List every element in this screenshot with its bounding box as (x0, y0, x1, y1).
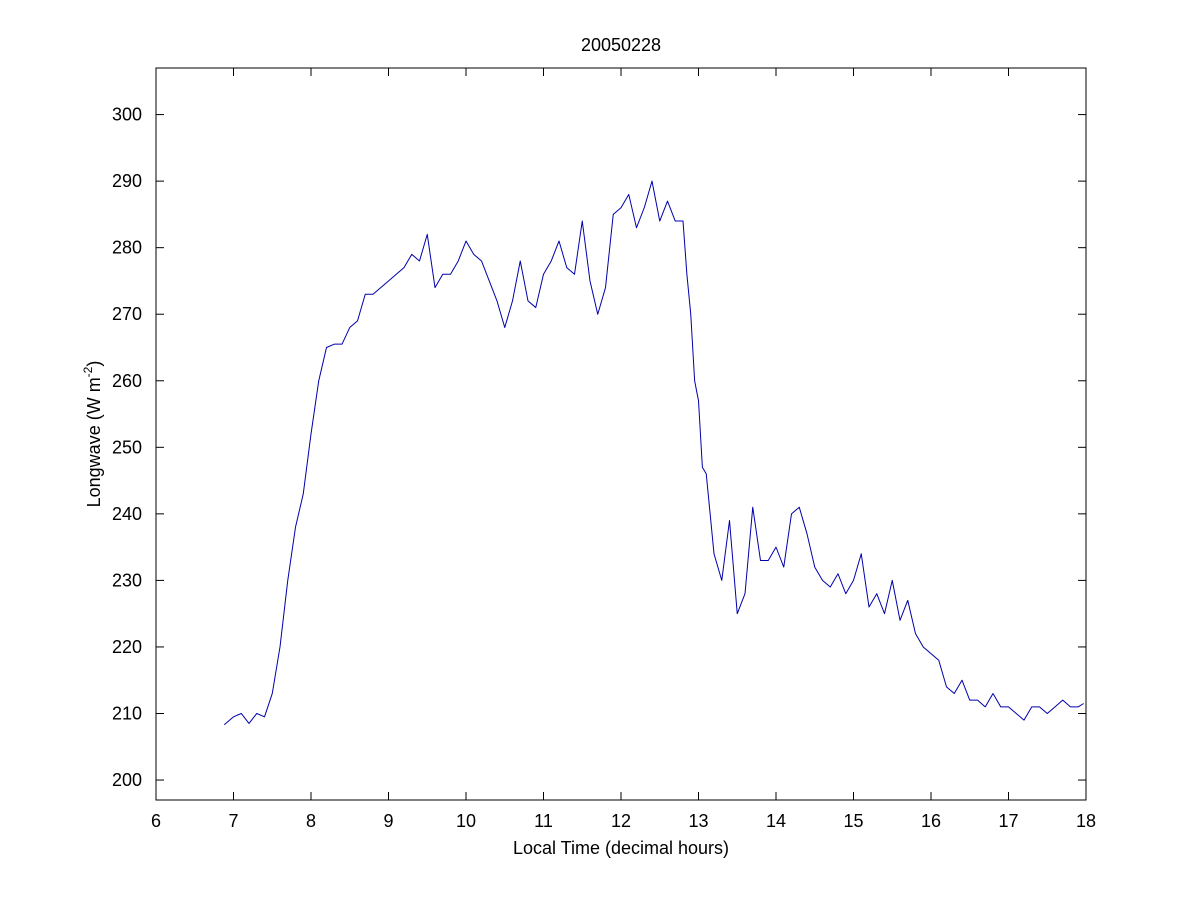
x-tick-label: 10 (456, 811, 476, 831)
chart-title: 20050228 (581, 35, 661, 55)
y-axis: 200 210 220 230 240 250 260 270 280 290 300 (112, 105, 1086, 790)
x-tick-label: 6 (151, 811, 161, 831)
y-tick-label: 230 (112, 570, 142, 590)
y-axis-label-suffix: ) (84, 361, 104, 367)
x-tick-label: 7 (228, 811, 238, 831)
y-axis-label: Longwave (W m-2) (81, 361, 104, 508)
x-tick-label: 14 (766, 811, 786, 831)
x-axis: 6 7 8 9 10 11 12 13 14 15 16 17 18 (151, 68, 1096, 831)
x-tick-label: 12 (611, 811, 631, 831)
y-tick-label: 200 (112, 770, 142, 790)
y-tick-label: 290 (112, 171, 142, 191)
x-tick-label: 18 (1076, 811, 1096, 831)
y-tick-label: 260 (112, 371, 142, 391)
y-tick-label: 300 (112, 105, 142, 125)
y-axis-label-superscript: -2 (81, 366, 95, 377)
y-tick-label: 240 (112, 504, 142, 524)
y-tick-label: 270 (112, 304, 142, 324)
y-tick-label: 250 (112, 437, 142, 457)
y-tick-label: 210 (112, 703, 142, 723)
series-line (223, 180, 1084, 726)
series-group (223, 180, 1084, 726)
y-axis-label-prefix: Longwave (W m (84, 377, 104, 507)
x-tick-label: 16 (921, 811, 941, 831)
y-tick-label: 280 (112, 238, 142, 258)
x-tick-label: 11 (534, 811, 553, 831)
y-tick-label: 220 (112, 637, 142, 657)
x-axis-label: Local Time (decimal hours) (513, 838, 729, 858)
x-tick-label: 15 (843, 811, 863, 831)
x-tick-label: 9 (383, 811, 393, 831)
x-tick-label: 17 (998, 811, 1018, 831)
x-tick-label: 13 (688, 811, 708, 831)
plot-area-frame (155, 67, 1087, 801)
x-tick-label: 8 (306, 811, 316, 831)
